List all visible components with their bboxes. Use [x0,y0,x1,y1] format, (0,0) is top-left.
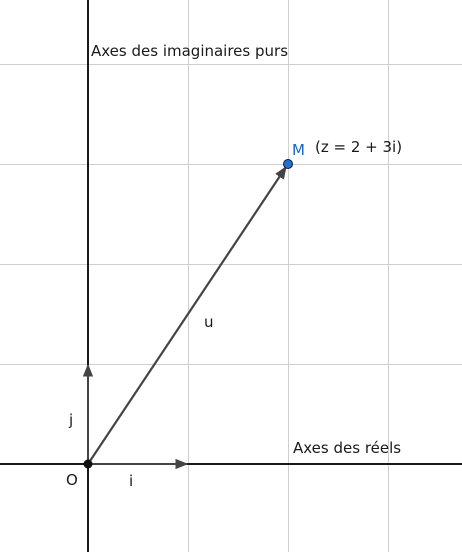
vector-u-label: u [204,313,214,331]
point-m-affix: (z = 2 + 3i) [315,138,402,156]
real-axis-label: Axes des réels [293,439,401,457]
vector-u [87,165,287,465]
origin-point [83,459,93,469]
point-m[interactable] [283,159,293,169]
unit-j-label: j [68,411,73,429]
point-m-label: M [292,141,305,159]
imaginary-axis-label: Axes des imaginaires purs [91,42,288,60]
unit-i-label: i [129,472,133,490]
origin-label: O [66,471,78,489]
